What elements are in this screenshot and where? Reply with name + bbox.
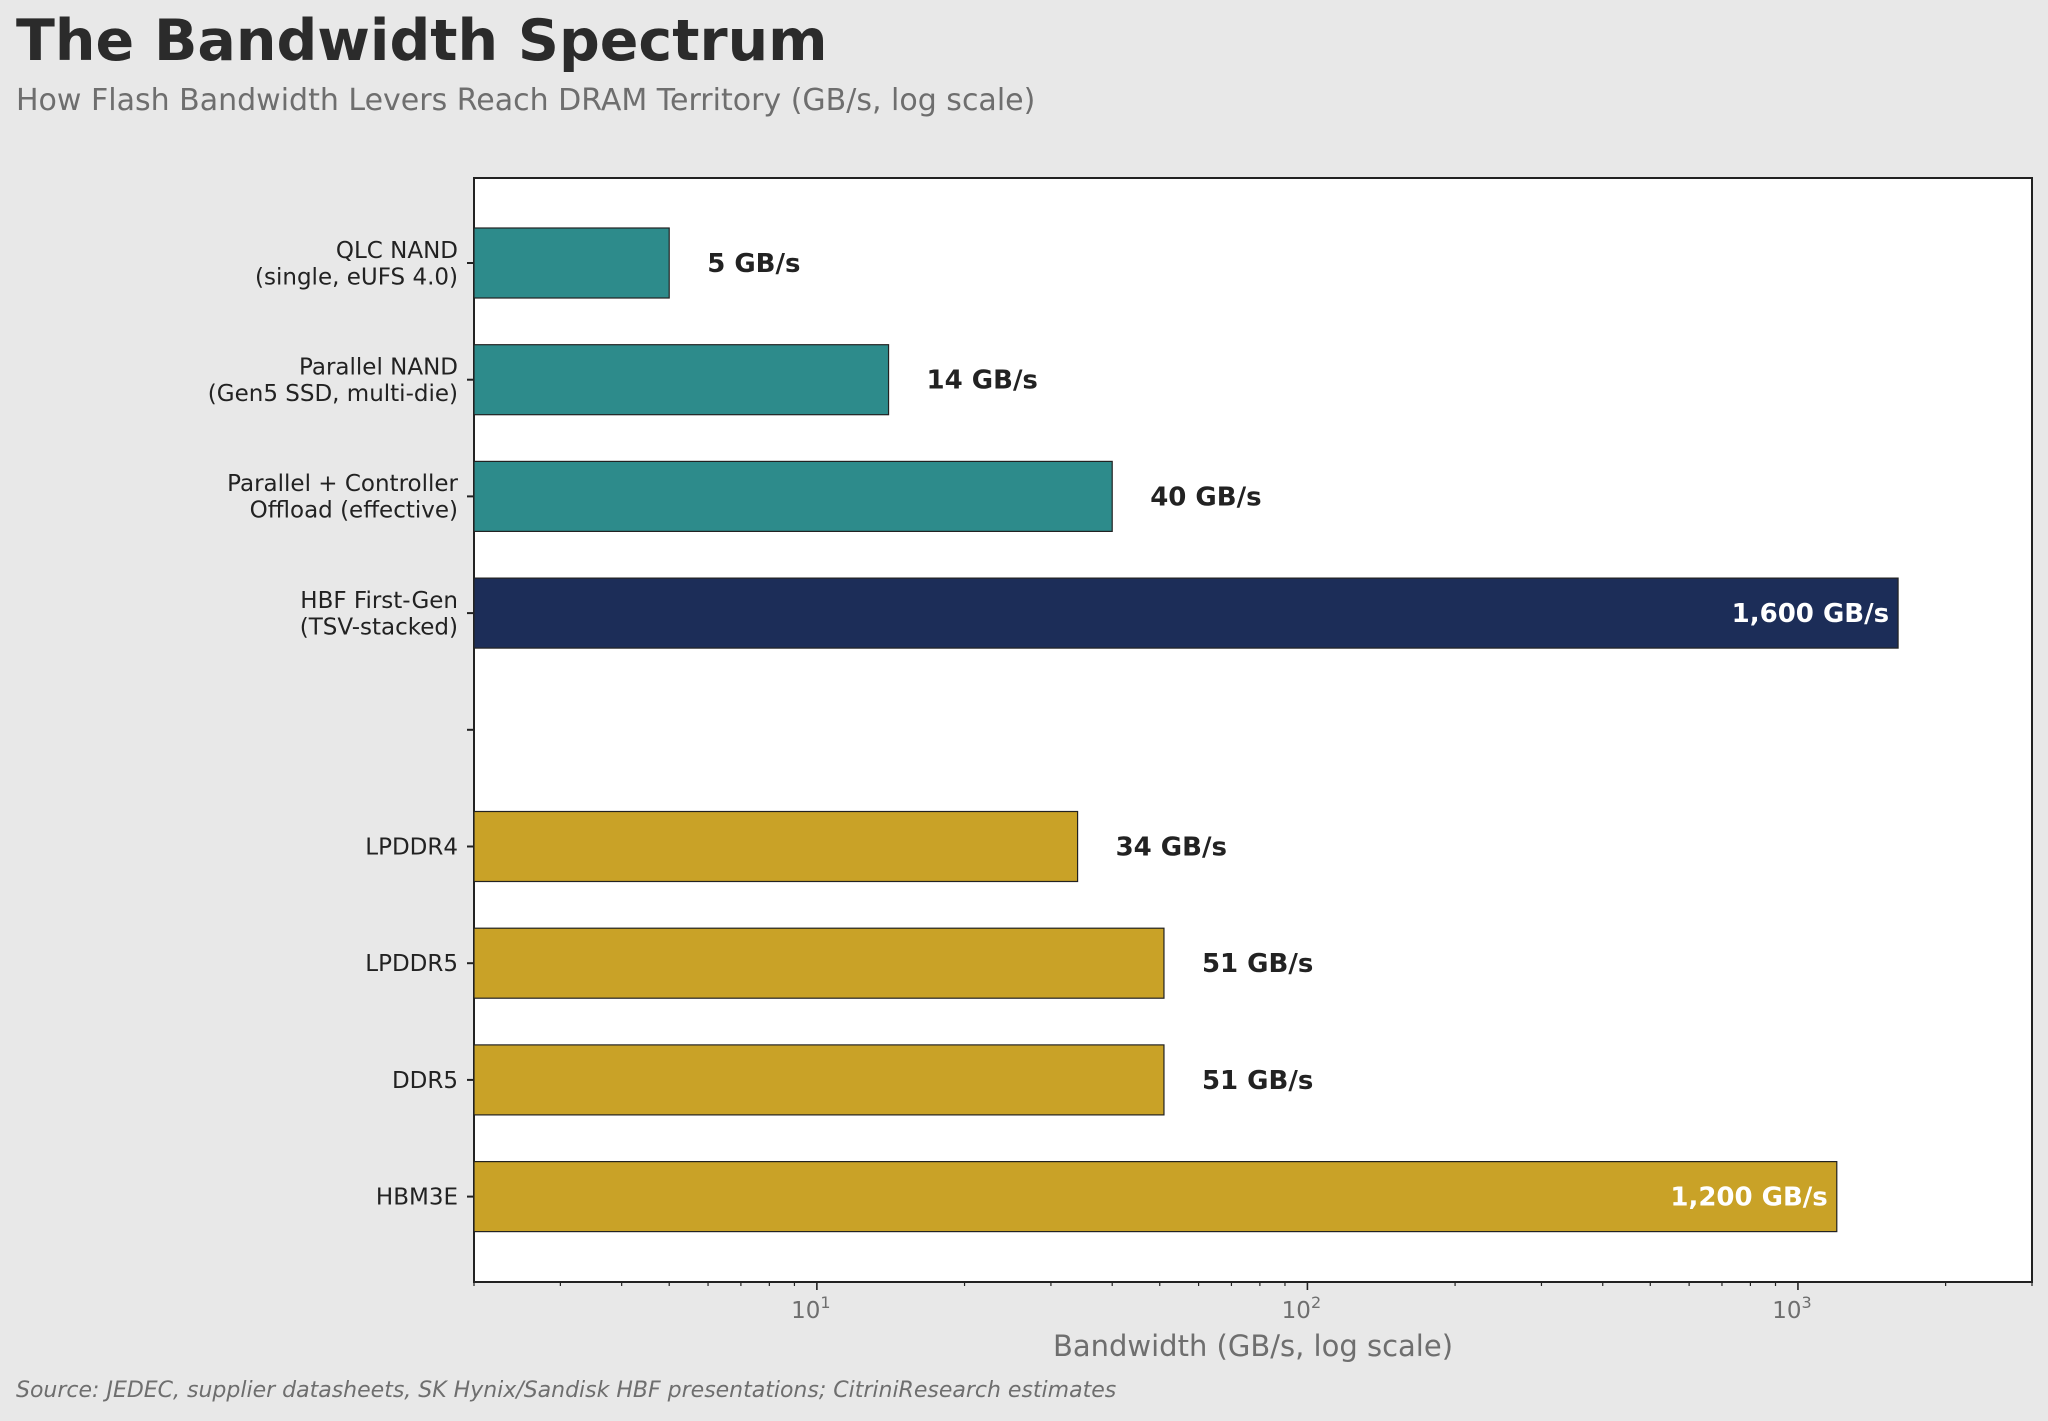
bar-value-label: 1,600 GB/s: [1732, 599, 1889, 629]
bar-dram: [473, 1044, 1165, 1116]
x-tick-label: 103: [1772, 1293, 1811, 1324]
bar-dram: [473, 810, 1079, 883]
bar-value-label: 5 GB/s: [707, 249, 800, 279]
y-tick-label: DDR5: [392, 1068, 458, 1094]
bar-flash: [473, 227, 670, 299]
y-tick-label: Parallel + Controller Offload (effective): [227, 471, 458, 524]
source-note: Source: JEDEC, supplier datasheets, SK H…: [16, 1378, 1117, 1403]
plot-area: [473, 177, 2033, 1283]
bar-value-label: 51 GB/s: [1202, 949, 1313, 979]
y-tick-label: LPDDR4: [365, 835, 458, 861]
y-tick-label: Parallel NAND (Gen5 SSD, multi-die): [208, 354, 458, 407]
bar-dram: [473, 927, 1165, 999]
page-subtitle: How Flash Bandwidth Levers Reach DRAM Te…: [16, 83, 1036, 118]
y-tick-label: HBF First-Gen (TSV-stacked): [300, 588, 458, 641]
bar-value-label: 14 GB/s: [927, 366, 1038, 396]
y-tick-label: QLC NAND (single, eUFS 4.0): [255, 238, 458, 291]
bar-value-label: 40 GB/s: [1150, 482, 1261, 512]
page-title: The Bandwidth Spectrum: [16, 8, 828, 74]
bar-flash: [473, 460, 1113, 532]
x-axis-label: Bandwidth (GB/s, log scale): [1053, 1329, 1453, 1363]
bar-hbf: [473, 577, 1899, 649]
bar-value-label: 1,200 GB/s: [1670, 1183, 1827, 1213]
bar-dram: [473, 1160, 1838, 1233]
bar-value-label: 34 GB/s: [1116, 833, 1227, 863]
bars-layer: QLC NAND (single, eUFS 4.0) 5 GB/s Parallel…: [208, 227, 1899, 1233]
y-tick-label: LPDDR5: [365, 951, 458, 977]
y-tick-label: HBM3E: [376, 1185, 458, 1211]
ticks-layer: 101 102 103: [473, 1282, 2033, 1324]
bar-value-label: 51 GB/s: [1202, 1066, 1313, 1096]
x-tick-label: 101: [791, 1293, 830, 1324]
x-tick-label: 102: [1282, 1293, 1321, 1324]
bar-flash: [473, 344, 890, 416]
